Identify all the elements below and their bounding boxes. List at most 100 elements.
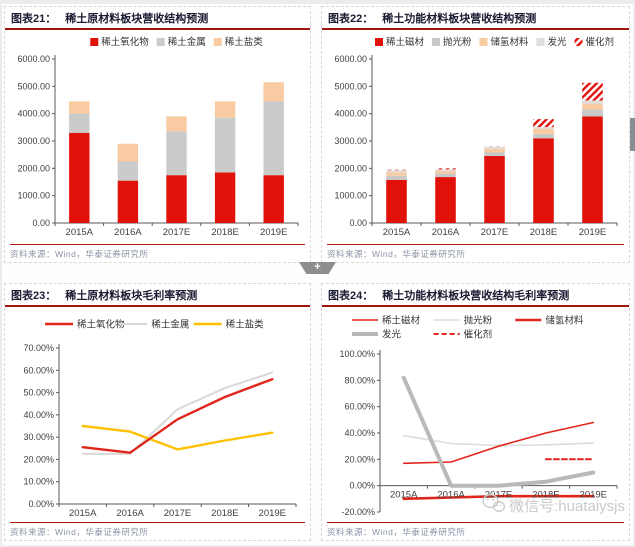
figure-label: 图表24： (328, 290, 374, 302)
figure-title: 稀土功能材料板块营收结构毛利率预测 (382, 290, 570, 302)
svg-text:稀土金属: 稀土金属 (168, 36, 206, 48)
source-note: 资料来源：Wind，华泰证券研究所 (327, 522, 624, 538)
legend-item-稀土金属: 稀土金属 (156, 36, 206, 48)
svg-text:80.00%: 80.00% (344, 375, 375, 385)
bar-series-发光 (386, 100, 603, 173)
svg-text:3000.00: 3000.00 (334, 136, 367, 146)
svg-text:6000.00: 6000.00 (334, 54, 367, 64)
svg-text:2019E: 2019E (260, 227, 287, 238)
svg-text:2019E: 2019E (259, 508, 286, 519)
figure-title: 稀土原材料板块毛利率预测 (65, 290, 198, 302)
svg-text:3000.00: 3000.00 (17, 136, 50, 146)
expand-divider-button[interactable]: + (299, 262, 336, 274)
chart-panel-22: 图表22： 稀土功能材料板块营收结构预测 0.00 1000.00 2000.00 30… (321, 6, 630, 263)
panel-title: 图表21： 稀土原材料板块营收结构预测 (5, 7, 310, 30)
chart-panel-21: 图表21： 稀土原材料板块营收结构预测 0.00 1000.00 2000.00 300… (4, 6, 311, 263)
svg-text:2000.00: 2000.00 (334, 163, 367, 173)
legend-item-稀土氧化物: 稀土氧化物 (45, 319, 125, 331)
svg-text:稀土氧化物: 稀土氧化物 (77, 319, 125, 331)
svg-text:储氢材料: 储氢材料 (545, 315, 584, 327)
line-series-稀土盐类 (81, 424, 274, 451)
x-axis-labels: 2015A 2016A 2017E 2018E 2019E (69, 508, 286, 519)
legend-item-发光: 发光 (352, 329, 402, 341)
line-chart-functional-material-margin: -20.00% 0.00% 20.00% 40.00% 60.00% 80.00% 100.… (339, 315, 618, 517)
svg-text:2017E: 2017E (485, 490, 512, 501)
svg-text:4000.00: 4000.00 (334, 109, 367, 119)
panel-title: 图表22： 稀土功能材料板块营收结构预测 (322, 7, 629, 30)
svg-text:1000.00: 1000.00 (17, 191, 50, 201)
svg-text:30.00%: 30.00% (23, 432, 54, 442)
y-axis: -20.00% 0.00% 20.00% 40.00% 60.00% 80.00% 100.… (339, 349, 381, 517)
legend-item-抛光粉: 抛光粉 (432, 36, 472, 48)
legend-item-稀土磁材: 稀土磁材 (375, 36, 425, 48)
svg-text:70.00%: 70.00% (23, 343, 54, 353)
svg-text:100.00%: 100.00% (339, 349, 375, 359)
svg-text:稀土金属: 稀土金属 (151, 319, 189, 331)
svg-text:2016A: 2016A (432, 227, 460, 238)
x-axis-labels: 2015A 2016A 2017E 2018E 2019E (383, 227, 606, 238)
panel-title: 图表23： 稀土原材料板块毛利率预测 (5, 284, 310, 307)
svg-text:稀土盐类: 稀土盐类 (226, 319, 265, 331)
chart-panel-23: 图表23： 稀土原材料板块毛利率预测 0.00% 10.00% 20.00% 30.00… (4, 283, 311, 541)
bar-series-抛光粉 (386, 109, 603, 180)
bar-series-稀土金属 (69, 101, 284, 181)
svg-text:2016A: 2016A (437, 490, 465, 501)
x-axis-labels: 2015A 2016A 2017E 2018E 2019E (66, 227, 288, 238)
svg-text:储氢材料: 储氢材料 (491, 36, 530, 48)
svg-text:2018E: 2018E (211, 508, 238, 519)
svg-text:1000.00: 1000.00 (334, 191, 367, 201)
svg-text:2019E: 2019E (579, 227, 606, 238)
figure-title: 稀土功能材料板块营收结构预测 (382, 13, 537, 25)
svg-text:2018E: 2018E (530, 227, 557, 238)
legend-item-储氢材料: 储氢材料 (479, 36, 530, 48)
legend: 稀土氧化物 稀土金属 稀土盐类 (45, 319, 264, 331)
stacked-bar-chart-functional-material-revenue: 0.00 1000.00 2000.00 3000.00 4000.00 5000.00 6… (334, 36, 618, 238)
chart-area: -20.00% 0.00% 20.00% 40.00% 60.00% 80.00% 100.… (322, 308, 629, 531)
svg-text:20.00%: 20.00% (23, 454, 54, 464)
svg-text:40.00%: 40.00% (344, 428, 375, 438)
legend: 稀土氧化物 稀土金属 稀土盐类 (90, 36, 263, 48)
svg-text:2015A: 2015A (66, 227, 94, 238)
figure-label: 图表23： (11, 290, 57, 302)
svg-text:2017E: 2017E (481, 227, 508, 238)
panel-title: 图表24： 稀土功能材料板块营收结构毛利率预测 (322, 284, 629, 307)
svg-text:催化剂: 催化剂 (464, 329, 493, 341)
source-note: 资料来源：Wind，华泰证券研究所 (10, 244, 305, 260)
svg-text:2019E: 2019E (580, 490, 607, 501)
svg-text:5000.00: 5000.00 (334, 81, 367, 91)
legend-item-催化剂: 催化剂 (433, 329, 493, 341)
source-note: 资料来源：Wind，华泰证券研究所 (10, 522, 305, 538)
svg-text:50.00%: 50.00% (23, 388, 54, 398)
svg-text:稀土盐类: 稀土盐类 (225, 36, 264, 48)
y-axis: 0.00% 10.00% 20.00% 30.00% 40.00% 50.00% 60.00… (23, 343, 60, 509)
svg-text:2015A: 2015A (69, 508, 97, 519)
svg-text:-20.00%: -20.00% (341, 507, 375, 517)
svg-text:2015A: 2015A (390, 490, 418, 501)
legend-item-稀土磁材: 稀土磁材 (352, 315, 421, 327)
svg-text:稀土磁材: 稀土磁材 (382, 315, 421, 327)
figure-label: 图表22： (328, 13, 374, 25)
legend-item-稀土氧化物: 稀土氧化物 (90, 36, 149, 48)
y-axis: 0.00 1000.00 2000.00 3000.00 4000.00 5000.00 6… (17, 54, 56, 228)
line-chart-raw-material-margin: 0.00% 10.00% 20.00% 30.00% 40.00% 50.00% 60.00… (23, 319, 297, 519)
figure-label: 图表21： (11, 13, 57, 25)
x-axis (371, 222, 618, 226)
bar-series-稀土磁材 (386, 116, 603, 223)
chart-area: 0.00% 10.00% 20.00% 30.00% 40.00% 50.00% 60.00… (5, 308, 310, 531)
bar-series-稀土盐类 (69, 82, 284, 162)
legend-item-发光: 发光 (536, 36, 567, 48)
svg-text:60.00%: 60.00% (23, 365, 54, 375)
line-series-稀土氧化物 (81, 378, 274, 454)
chart-area: 0.00 1000.00 2000.00 3000.00 4000.00 5000.00 6… (322, 31, 629, 250)
scrollbar-thumb[interactable] (630, 118, 635, 151)
svg-text:抛光粉: 抛光粉 (443, 36, 472, 48)
svg-text:2016A: 2016A (116, 508, 144, 519)
svg-text:稀土磁材: 稀土磁材 (386, 36, 425, 48)
figure-title: 稀土原材料板块营收结构预测 (65, 13, 209, 25)
svg-text:0.00: 0.00 (349, 218, 367, 228)
source-note: 资料来源：Wind，华泰证券研究所 (327, 244, 624, 260)
svg-text:抛光粉: 抛光粉 (464, 315, 493, 327)
legend-item-稀土金属: 稀土金属 (119, 319, 189, 331)
svg-text:发光: 发光 (382, 329, 402, 341)
